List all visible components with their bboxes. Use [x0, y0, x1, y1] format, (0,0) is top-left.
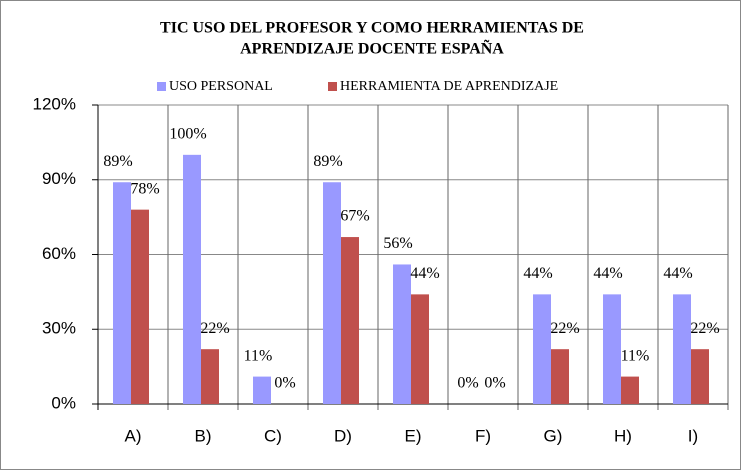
- data-label: 67%: [340, 208, 369, 225]
- data-label: 0%: [484, 375, 505, 392]
- chart-title: TIC USO DEL PROFESOR Y COMO HERRAMIENTAS…: [160, 20, 584, 37]
- x-tick-label: C): [264, 426, 282, 445]
- bar: [673, 294, 691, 404]
- bar: [253, 376, 271, 404]
- y-tick-label: 90%: [42, 169, 76, 188]
- x-tick-label: F): [475, 426, 491, 445]
- data-label: 0%: [457, 375, 478, 392]
- x-tick-label: E): [405, 426, 422, 445]
- legend-swatch: [328, 82, 337, 91]
- legend-swatch: [157, 82, 166, 91]
- x-tick-label: D): [334, 426, 352, 445]
- data-label: 89%: [103, 153, 132, 170]
- bar: [551, 349, 569, 404]
- y-tick-label: 30%: [42, 319, 76, 338]
- data-label: 11%: [621, 347, 650, 364]
- x-tick-label: H): [614, 426, 632, 445]
- x-tick-label: G): [544, 426, 563, 445]
- bar: [621, 376, 639, 404]
- x-tick-label: B): [195, 426, 212, 445]
- data-label: 56%: [383, 235, 412, 252]
- data-label: 44%: [593, 265, 622, 282]
- bar: [201, 349, 219, 404]
- data-label: 22%: [690, 320, 719, 337]
- y-tick-label: 120%: [33, 94, 76, 113]
- legend-label: USO PERSONAL: [169, 79, 273, 94]
- bar: [341, 237, 359, 404]
- bar: [183, 154, 201, 404]
- bar: [691, 349, 709, 404]
- bar: [113, 182, 131, 404]
- data-label: 0%: [274, 375, 295, 392]
- data-label: 44%: [663, 265, 692, 282]
- x-tick-label: A): [125, 426, 142, 445]
- y-tick-label: 0%: [51, 393, 76, 412]
- chart-title: APRENDIZAJE DOCENTE ESPAÑA: [240, 39, 504, 58]
- data-label: 100%: [169, 126, 206, 143]
- y-tick-label: 60%: [42, 244, 76, 263]
- x-tick-label: I): [688, 426, 698, 445]
- data-label: 11%: [244, 347, 273, 364]
- bar: [131, 209, 149, 404]
- data-label: 22%: [550, 320, 579, 337]
- data-label: 89%: [313, 153, 342, 170]
- bar: [393, 264, 411, 404]
- data-label: 44%: [410, 265, 439, 282]
- bar: [533, 294, 551, 404]
- bar: [603, 294, 621, 404]
- bar: [323, 182, 341, 404]
- data-label: 78%: [130, 180, 159, 197]
- bar: [411, 294, 429, 404]
- data-label: 44%: [523, 265, 552, 282]
- legend-label: HERRAMIENTA DE APRENDIZAJE: [340, 79, 558, 94]
- data-label: 22%: [200, 320, 229, 337]
